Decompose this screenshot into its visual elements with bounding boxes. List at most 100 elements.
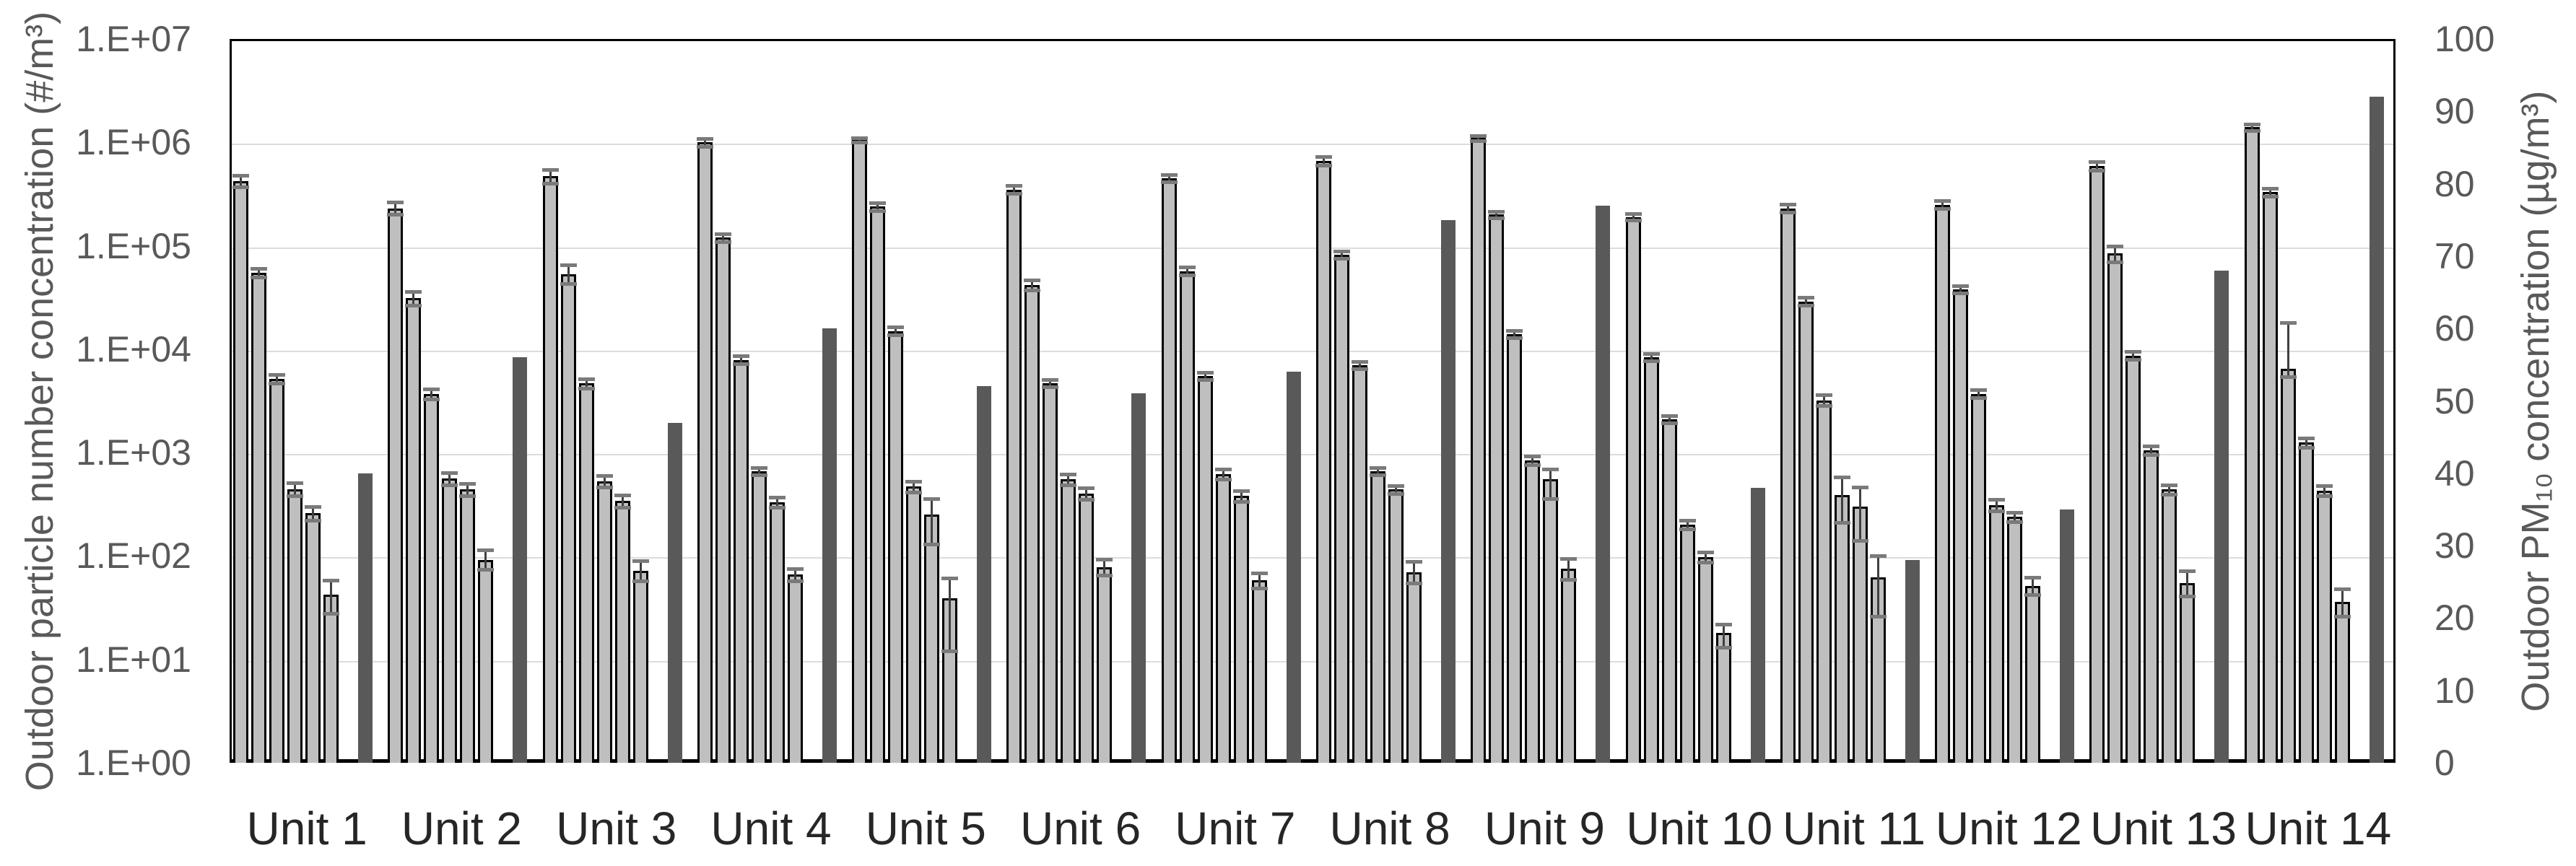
error-bar-cap-bottom (2143, 453, 2160, 457)
pm10-bar-u10 (1750, 487, 1765, 763)
error-bar-cap-top (596, 473, 613, 478)
error-bar-cap-top (2315, 484, 2333, 488)
error-bar-cap-top (1524, 455, 1541, 459)
error-bar-whisker (484, 549, 487, 570)
pn-bar-u10-1 (1625, 216, 1641, 763)
pn-bar-u4-6 (787, 574, 803, 763)
category-label-unit13: Unit 13 (2090, 802, 2237, 854)
error-bar-whisker (775, 497, 778, 508)
pn-bar-u3-2 (560, 274, 576, 763)
pn-bar-u1-3 (269, 378, 284, 763)
error-bar-whisker (1185, 267, 1188, 276)
error-bar-cap-bottom (1506, 336, 1523, 340)
error-bar-cap-bottom (714, 240, 731, 244)
error-bar-whisker (1567, 558, 1570, 580)
category-label-unit9: Unit 9 (1484, 802, 1606, 854)
error-bar-cap-bottom (1315, 164, 1332, 168)
error-bar-cap-bottom (1815, 403, 1832, 408)
error-bar-cap-bottom (2125, 358, 2142, 362)
error-bar-cap-top (905, 479, 923, 484)
error-bar-cap-top (786, 567, 804, 571)
error-bar-cap-top (1178, 266, 1196, 270)
error-bar-cap-top (2261, 186, 2279, 191)
error-bar-whisker (448, 472, 451, 485)
pn-bar-u1-2 (251, 272, 266, 763)
pn-bar-u12-5 (2007, 516, 2023, 763)
error-bar-whisker (703, 138, 706, 146)
error-bar-cap-top (1679, 519, 1696, 523)
error-bar-cap-bottom (477, 568, 495, 572)
error-bar-whisker (639, 560, 642, 582)
error-bar-cap-top (1869, 554, 1887, 559)
error-bar-whisker (1668, 415, 1671, 424)
error-bar-whisker (294, 483, 296, 497)
error-bar-cap-bottom (323, 611, 339, 616)
error-bar-whisker (312, 507, 314, 521)
left-axis-tick: 1.E+03 (76, 432, 191, 473)
gridline-1e2 (232, 557, 2393, 559)
error-bar-whisker (1395, 485, 1397, 494)
category-label-unit8: Unit 8 (1329, 802, 1450, 854)
pm10-bar-u11 (1905, 560, 1920, 763)
error-bar-whisker (603, 475, 606, 487)
error-bar-cap-bottom (750, 473, 767, 478)
pn-bar-u6-3 (1043, 382, 1058, 763)
error-bar-whisker (1477, 136, 1480, 141)
pn-bar-u10-3 (1661, 419, 1677, 763)
error-bar-whisker (1549, 469, 1552, 499)
error-bar-cap-top (887, 325, 905, 330)
error-bar-cap-top (1488, 209, 1505, 214)
error-bar-whisker (1049, 379, 1052, 388)
error-bar-whisker (1103, 559, 1106, 576)
error-bar-whisker (2268, 188, 2271, 196)
error-bar-cap-top (1697, 551, 1714, 555)
pn-bar-u8-2 (1334, 254, 1349, 763)
error-bar-whisker (1413, 561, 1415, 583)
error-bar-cap-top (2143, 445, 2160, 449)
pn-bar-u13-4 (2144, 450, 2159, 763)
pm10-bar-u3 (667, 422, 682, 763)
pm10-bar-u2 (513, 357, 528, 763)
error-bar-cap-top (1642, 351, 1660, 356)
error-bar-cap-top (323, 579, 339, 583)
error-bar-cap-bottom (1388, 492, 1404, 497)
pn-bar-u11-1 (1780, 208, 1796, 763)
right-axis-tick: 0 (2434, 743, 2455, 783)
error-bar-cap-top (1970, 388, 1988, 393)
pn-bar-u10-4 (1679, 525, 1695, 763)
left-axis-tick: 1.E+04 (76, 328, 191, 369)
error-bar-whisker (1013, 185, 1016, 193)
error-bar-cap-top (305, 505, 321, 509)
error-bar-cap-top (1406, 560, 1422, 564)
error-bar-cap-bottom (541, 181, 559, 185)
pn-bar-u14-6 (2334, 602, 2350, 763)
error-bar-cap-top (1506, 328, 1523, 333)
error-bar-cap-bottom (2161, 492, 2178, 497)
category-label-unit1: Unit 1 (246, 802, 367, 854)
error-bar-whisker (394, 201, 397, 215)
pn-bar-u7-4 (1215, 473, 1231, 763)
error-bar-cap-top (441, 471, 458, 475)
error-bar-cap-top (2161, 483, 2178, 487)
error-bar-cap-bottom (632, 579, 649, 584)
error-bar-whisker (1377, 467, 1379, 476)
pn-bar-u2-1 (388, 208, 404, 763)
pm10-bar-u4 (822, 328, 837, 763)
error-bar-cap-bottom (1661, 421, 1678, 426)
error-bar-cap-bottom (768, 506, 786, 510)
gridline-1e4 (232, 350, 2393, 352)
pm10-bar-u9 (1596, 205, 1611, 763)
pn-bar-u9-5 (1543, 479, 1559, 763)
pn-bar-u13-2 (2107, 253, 2123, 763)
pm10-bar-u1 (358, 473, 373, 763)
pn-bar-u7-6 (1251, 580, 1267, 763)
error-bar-cap-bottom (1624, 219, 1642, 223)
error-bar-cap-bottom (423, 397, 440, 401)
pm10-bar-u12 (2060, 509, 2075, 763)
error-bar-cap-bottom (2107, 260, 2124, 264)
error-bar-whisker (1359, 361, 1361, 369)
error-bar-cap-bottom (1679, 528, 1696, 532)
error-bar-whisker (1222, 469, 1224, 479)
error-bar-cap-top (1797, 296, 1814, 300)
error-bar-cap-bottom (1024, 288, 1041, 292)
